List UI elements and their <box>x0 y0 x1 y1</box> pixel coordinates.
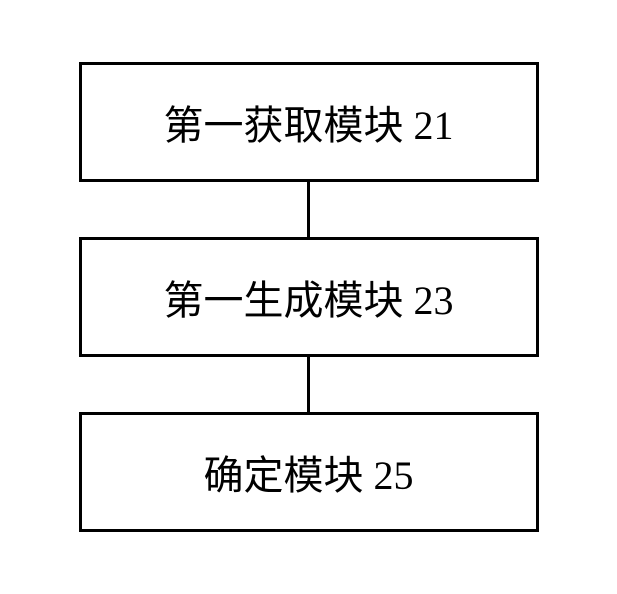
flowchart-node-1: 第一获取模块 21 <box>79 62 539 182</box>
flowchart-node-3: 确定模块 25 <box>79 412 539 532</box>
flowchart-edge-2 <box>307 357 310 412</box>
flowchart-diagram: 第一获取模块 21 第一生成模块 23 确定模块 25 <box>79 62 539 532</box>
flowchart-node-2: 第一生成模块 23 <box>79 237 539 357</box>
flowchart-edge-1 <box>307 182 310 237</box>
